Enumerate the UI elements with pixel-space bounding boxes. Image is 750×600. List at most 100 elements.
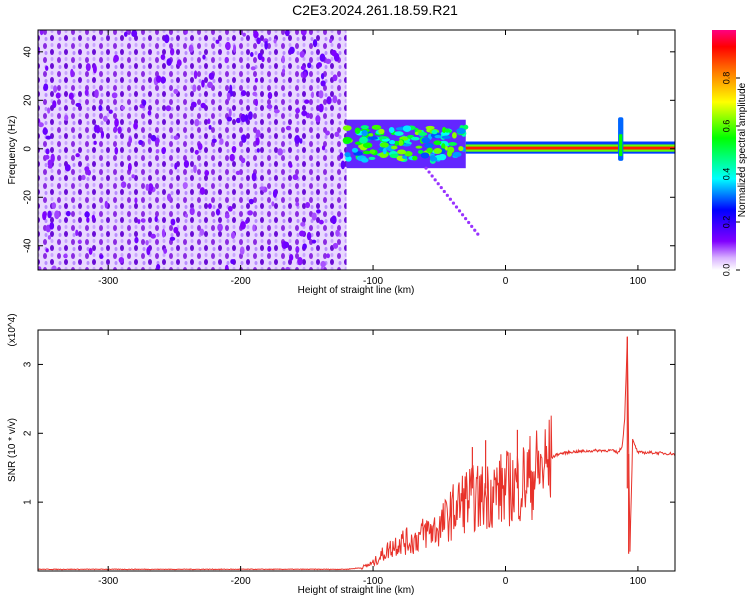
signal-blob	[442, 126, 447, 134]
signal-blob	[390, 145, 398, 150]
noise-speck	[199, 228, 205, 236]
noise-speck	[240, 113, 246, 123]
noise-speck	[42, 211, 47, 221]
noise-speck	[52, 100, 57, 109]
noise-speck	[45, 148, 50, 155]
noise-speck	[160, 76, 166, 84]
noise-speck	[264, 40, 269, 50]
spectrogram-y-tick-label: -40	[23, 238, 34, 253]
signal-blob	[447, 146, 455, 154]
noise-speck	[302, 243, 307, 250]
noise-speck	[161, 147, 166, 155]
noise-speck	[114, 118, 119, 127]
noise-speck	[312, 39, 318, 48]
noise-speck	[63, 253, 68, 259]
signal-tail-dot	[473, 228, 477, 232]
noise-speck	[88, 247, 93, 255]
noise-speck	[148, 183, 154, 192]
spectrogram-y-axis-label: Frequency (Hz)	[7, 116, 18, 185]
signal-blob	[445, 128, 450, 133]
noise-speck	[163, 248, 168, 254]
signal-blob	[424, 143, 434, 149]
signal-tail-dot	[460, 213, 465, 217]
noise-speck	[160, 54, 166, 61]
colorbar: 0.0 0.2 0.4 0.6 0.8 Normalized spectral ampl…	[712, 30, 748, 276]
noise-speck	[127, 162, 132, 172]
noise-speck	[245, 219, 249, 224]
signal-blob	[410, 136, 420, 141]
page-title: C2E3.2024.261.18.59.R21	[292, 2, 458, 18]
signal-blob	[426, 147, 433, 154]
noise-speck	[299, 50, 305, 58]
noise-speck	[303, 71, 307, 79]
signal-blob	[433, 147, 443, 154]
signal-blob	[418, 132, 428, 136]
snr-panel: -300 -200 -100 0 100 1 2 3 Height of straight …	[7, 313, 676, 596]
noise-speck	[173, 88, 179, 95]
signal-tail-dot	[476, 232, 480, 236]
signal-blob	[378, 136, 388, 140]
signal-blob	[379, 142, 389, 148]
signal-blob	[417, 129, 422, 133]
colorbar-tick-label: 0.2	[721, 216, 731, 229]
signal-blob	[344, 152, 351, 158]
noise-speck	[315, 115, 321, 123]
signal-blob	[412, 155, 418, 161]
signal-blob	[359, 136, 368, 144]
noise-speck	[201, 79, 205, 88]
noise-speck	[252, 91, 258, 97]
signal-tail-dot	[445, 193, 449, 197]
noise-speck	[184, 213, 188, 218]
snr-frame	[37, 329, 676, 572]
noise-speck	[99, 254, 104, 259]
signal-blob	[404, 151, 413, 157]
signal-blob	[368, 133, 374, 137]
noise-speck	[108, 109, 113, 114]
noise-speck	[84, 89, 89, 96]
noise-speck	[111, 92, 118, 99]
noise-speck	[255, 129, 261, 138]
noise-speck	[156, 264, 161, 270]
noise-speck	[183, 160, 190, 168]
noise-speck	[47, 107, 51, 114]
noise-speck	[84, 166, 90, 172]
snr-y-axis-label: SNR (10 * v/v)	[7, 418, 18, 482]
noise-speck	[230, 259, 235, 265]
signal-blob	[394, 131, 404, 136]
noise-speck	[166, 193, 172, 202]
spectrogram-x-ticks: -300 -200 -100 0 100	[98, 30, 647, 287]
signal-tail-dot	[454, 205, 459, 209]
signal-blob	[402, 155, 408, 160]
noise-speck	[202, 54, 206, 60]
noise-speck	[339, 152, 344, 159]
noise-speck	[45, 248, 49, 253]
noise-speck	[50, 153, 55, 163]
snr-x-axis-label: Height of straight line (km)	[298, 585, 415, 596]
noise-speck	[301, 110, 308, 117]
signal-blob	[431, 129, 438, 135]
noise-speck	[38, 122, 44, 128]
noise-speck	[161, 228, 166, 238]
signal-tail-dot	[439, 185, 443, 190]
noise-speck	[75, 153, 80, 158]
noise-speck	[189, 207, 195, 216]
noise-speck	[147, 110, 152, 116]
noise-speck	[334, 131, 340, 137]
noise-speck	[299, 138, 303, 144]
snr-y-ticks: 1 2 3	[23, 361, 675, 505]
noise-speck	[207, 81, 213, 89]
noise-speck	[273, 109, 280, 114]
noise-speck	[45, 65, 49, 71]
spike-core	[619, 134, 623, 157]
signal-blob	[458, 146, 464, 152]
colorbar-gradient	[712, 30, 736, 270]
noise-speck	[194, 118, 200, 127]
noise-speck	[165, 105, 172, 112]
noise-speck	[311, 212, 317, 221]
signal-blob	[397, 149, 407, 155]
spectrogram-x-tick-label: 0	[503, 276, 509, 287]
noise-speck	[174, 162, 178, 170]
noise-speck	[224, 213, 230, 219]
noise-speck	[81, 174, 86, 181]
noise-speck	[318, 90, 324, 99]
